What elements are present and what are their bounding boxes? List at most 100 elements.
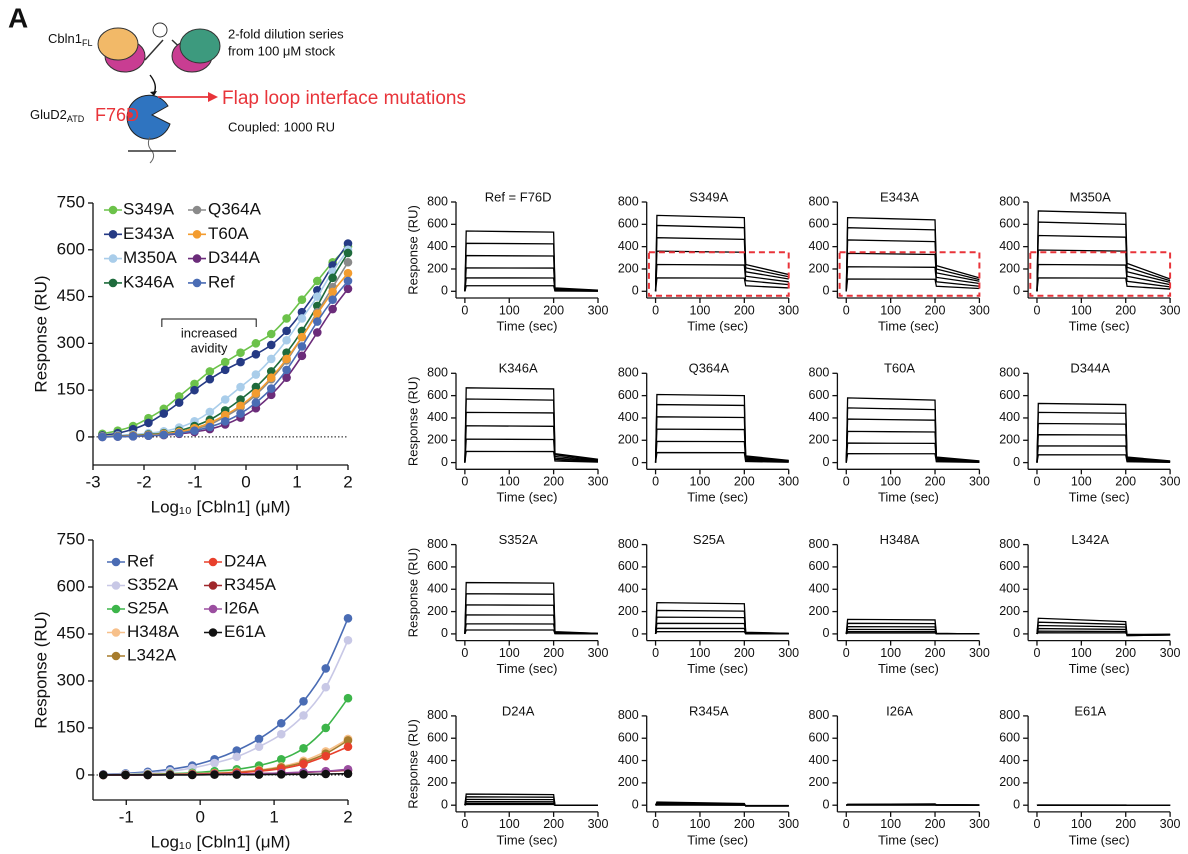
x-tick-label: -3 (85, 472, 100, 491)
data-point (266, 373, 276, 382)
x-tick-label: 100 (880, 817, 901, 831)
x-tick-label: 300 (778, 475, 799, 489)
data-point (174, 392, 184, 401)
sensorgram-trace (845, 397, 980, 463)
data-point (205, 367, 215, 376)
legend-marker (192, 205, 202, 215)
x-tick-label: 0 (461, 475, 468, 489)
y-axis-label: Response (RU) (31, 611, 50, 728)
x-tick-label: 200 (734, 475, 755, 489)
y-tick-label: 0 (76, 764, 85, 783)
y-tick-label: 600 (427, 731, 448, 745)
x-axis-label: Time (sec) (878, 832, 939, 847)
data-point (343, 268, 353, 278)
y-tick-label: 200 (618, 604, 639, 618)
y-tick-label: 400 (618, 753, 639, 767)
y-tick-label: 800 (809, 194, 830, 208)
sensorgram-trace (654, 277, 789, 292)
data-point (251, 398, 261, 407)
x-tick-label: 100 (1071, 475, 1092, 489)
sensorgram-trace (1036, 454, 1171, 464)
y-tick-label: 400 (427, 753, 448, 767)
chart: 0 200 400 600 800 0 100 200 300 Time (sec) S349A (618, 189, 799, 333)
data-point (236, 382, 245, 392)
sensorgram-trace (1036, 263, 1171, 292)
data-point (220, 395, 230, 404)
x-tick-label: 200 (734, 817, 755, 831)
x-tick-label: 200 (925, 646, 946, 660)
y-tick-label: 200 (618, 433, 639, 447)
data-point (321, 751, 331, 761)
data-point (113, 432, 123, 441)
fit-line (103, 697, 349, 776)
data-point (98, 432, 107, 442)
data-point (299, 770, 308, 779)
chart: 0 200 400 600 800 0 100 200 300 Time (sec) T60A (809, 361, 990, 505)
data-point (236, 357, 245, 367)
data-point (174, 428, 184, 438)
y-tick-label: 800 (427, 537, 448, 551)
x-tick-label: 2 (343, 807, 352, 826)
x-tick-label: 100 (690, 475, 711, 489)
legend-marker (111, 651, 121, 661)
x-tick-label: -2 (136, 472, 151, 491)
data-point (343, 693, 353, 703)
data-point (343, 742, 353, 752)
panel-title: I26A (886, 703, 913, 718)
x-tick-label: 0 (461, 303, 468, 317)
legend-label: D24A (224, 551, 267, 570)
x-tick-label: 300 (969, 475, 990, 489)
y-tick-label: 600 (618, 559, 639, 573)
sensorgram-trace (654, 416, 789, 463)
x-tick-label: 100 (690, 303, 711, 317)
legend-marker (208, 581, 218, 590)
panel-title: Q364A (689, 361, 730, 376)
chart: 0 200 400 600 800 0 100 200 300 Time (sec) Respons… (405, 189, 608, 333)
y-tick-label: 0 (822, 626, 829, 640)
dilution-text: from 100 μM stock (228, 43, 336, 58)
x-tick-label: 0 (1033, 817, 1040, 831)
panel-title: K346A (499, 361, 538, 376)
x-tick-label: 300 (1160, 475, 1181, 489)
y-tick-label: 400 (427, 582, 448, 596)
y-axis-label: Response (RU) (31, 275, 50, 392)
y-tick-label: 800 (618, 708, 639, 722)
x-tick-label: 200 (925, 475, 946, 489)
x-tick-label: 300 (969, 646, 990, 660)
y-tick-label: 0 (441, 626, 448, 640)
x-tick-label: 200 (543, 303, 564, 317)
x-tick-label: 200 (543, 817, 564, 831)
data-point (299, 711, 308, 720)
x-tick-label: 0 (1033, 646, 1040, 660)
y-tick-label: 600 (57, 576, 85, 595)
data-point (282, 335, 291, 345)
data-point (143, 770, 153, 780)
legend-marker (108, 230, 118, 239)
y-tick-label: 0 (1013, 284, 1020, 298)
panel-title: E61A (1074, 703, 1106, 718)
x-tick-label: 300 (969, 303, 990, 317)
fit-line (103, 617, 349, 776)
y-tick-label: 0 (1013, 455, 1020, 469)
highlight-box (1029, 251, 1172, 297)
x-axis-label: Time (sec) (1069, 318, 1130, 333)
legend-marker (111, 628, 121, 637)
data-point (343, 769, 353, 778)
x-tick-label: 0 (241, 472, 250, 491)
legend-marker (208, 604, 218, 614)
x-tick-label: 100 (499, 817, 520, 831)
chart: 0 200 400 600 800 0 100 200 300 Time (sec) E343A (809, 189, 990, 333)
y-tick-label: 800 (999, 537, 1020, 551)
legend-marker (208, 628, 218, 637)
mutation-site (127, 112, 133, 118)
annotation-bracket (161, 318, 257, 328)
y-axis-label: Response (RU) (405, 548, 420, 638)
x-tick-label: 300 (588, 646, 609, 660)
x-tick-label: 200 (925, 303, 946, 317)
x-tick-label: 100 (1071, 817, 1092, 831)
y-axis-label: Response (RU) (405, 719, 420, 809)
y-tick-label: 400 (809, 410, 830, 424)
data-point (343, 257, 353, 267)
chart: 0 200 400 600 800 0 100 200 300 Time (sec) I26A (809, 703, 990, 847)
y-tick-label: 400 (809, 239, 830, 253)
